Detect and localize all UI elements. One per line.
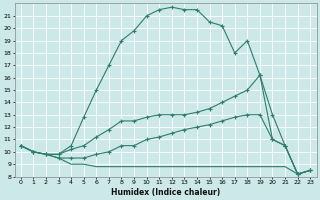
- X-axis label: Humidex (Indice chaleur): Humidex (Indice chaleur): [111, 188, 220, 197]
